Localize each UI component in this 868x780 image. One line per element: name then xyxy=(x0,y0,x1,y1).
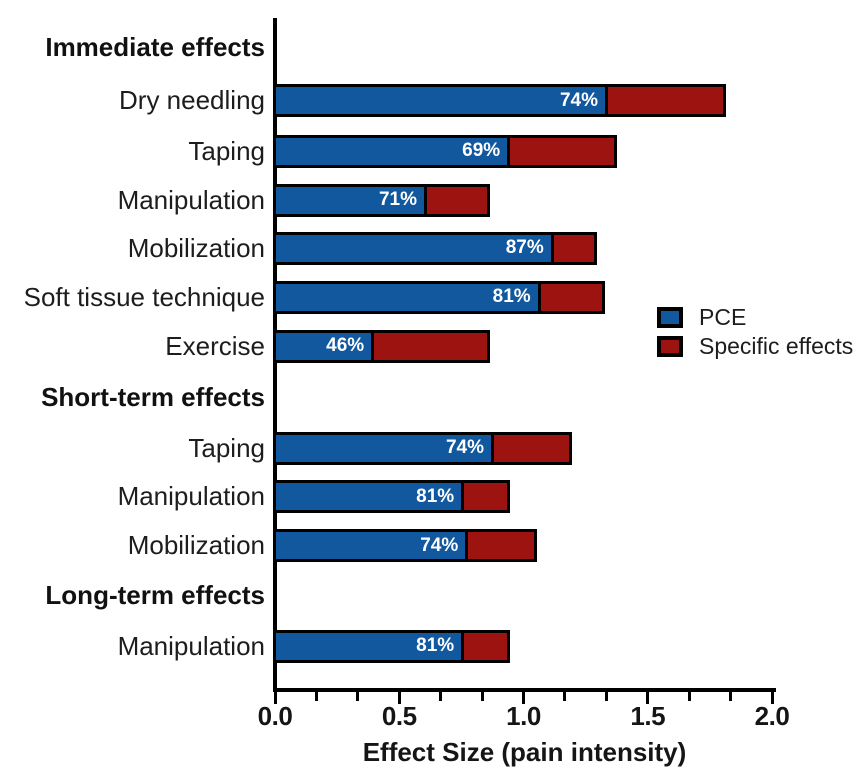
legend-item-specific-effects: Specific effects xyxy=(657,332,853,361)
pce-segment: 81% xyxy=(276,483,462,510)
bar-row: Mobilization 87% xyxy=(0,224,868,272)
category-label: Taping xyxy=(188,135,265,166)
pce-segment: 81% xyxy=(276,632,462,660)
bar-row: Soft tissue technique 81% xyxy=(0,272,868,322)
pce-percent-label: 46% xyxy=(326,335,365,356)
specific-effects-segment xyxy=(605,87,724,114)
bar-row: Taping 69% xyxy=(0,126,868,176)
pce-percent-label: 71% xyxy=(378,189,417,210)
specific-effects-segment xyxy=(371,332,488,360)
pce-percent-label: 81% xyxy=(416,485,455,507)
pce-percent-label: 74% xyxy=(445,437,484,458)
stacked-bar: 74% xyxy=(273,431,573,465)
group-header-label: Long-term effects xyxy=(45,579,265,610)
pce-segment: 74% xyxy=(276,87,605,114)
legend-item-pce: PCE xyxy=(657,303,853,332)
x-axis-minor-tick xyxy=(480,690,484,701)
pce-segment: 74% xyxy=(276,434,491,462)
pce-percent-label: 69% xyxy=(462,140,501,161)
category-label: Taping xyxy=(188,432,265,463)
bar-row: Manipulation 81% xyxy=(0,620,868,672)
stacked-bar: 74% xyxy=(273,84,727,117)
pce-segment: 69% xyxy=(276,137,508,165)
x-axis-minor-tick xyxy=(604,690,608,701)
pce-percent-label: 87% xyxy=(505,237,544,258)
x-axis-major-tick xyxy=(522,690,525,704)
bar-row: Manipulation 81% xyxy=(0,472,868,521)
specific-effects-segment xyxy=(461,483,508,510)
pce-swatch-icon xyxy=(657,307,683,328)
x-axis-major-tick xyxy=(397,690,401,704)
x-axis-minor-tick xyxy=(314,690,318,701)
stacked-bar: 81% xyxy=(273,480,511,513)
pce-segment: 71% xyxy=(276,186,424,214)
bar-row: Dry needling 74% xyxy=(0,75,868,126)
chart-rows: Immediate effects Dry needling 74% Taping 69… xyxy=(0,20,868,672)
x-axis-major-tick xyxy=(273,690,277,704)
group-header-label: Immediate effects xyxy=(45,32,265,63)
pce-percent-label: 74% xyxy=(559,89,598,111)
stacked-bar: 81% xyxy=(273,280,605,314)
pce-segment: 87% xyxy=(276,234,551,262)
bar-row: Manipulation 71% xyxy=(0,176,868,224)
group-header-row: Immediate effects xyxy=(0,20,868,75)
legend-label-specific-effects: Specific effects xyxy=(699,333,854,359)
pce-segment: 46% xyxy=(276,332,372,360)
pce-percent-label: 74% xyxy=(420,534,459,556)
specific-effects-segment xyxy=(537,283,602,311)
stacked-bar: 71% xyxy=(273,183,491,217)
category-label: Exercise xyxy=(165,330,265,361)
stacked-bar: 69% xyxy=(273,134,617,168)
specific-effects-segment xyxy=(461,632,508,660)
bar-row: Mobilization 74% xyxy=(0,521,868,570)
x-axis-minor-tick xyxy=(356,690,360,701)
pce-segment: 81% xyxy=(276,283,538,311)
category-label: Manipulation xyxy=(117,184,265,215)
pce-segment: 74% xyxy=(276,532,466,559)
group-header-row: Short-term effects xyxy=(0,370,868,424)
bar-row: Exercise 46% xyxy=(0,322,868,370)
legend-label-pce: PCE xyxy=(699,304,747,330)
stacked-bar: 87% xyxy=(273,231,598,265)
category-label: Dry needling xyxy=(119,85,265,116)
stacked-bar: 81% xyxy=(273,629,511,663)
specific-effects-swatch-icon xyxy=(657,336,683,357)
stacked-bar: 46% xyxy=(273,329,491,363)
group-header-label: Short-term effects xyxy=(41,381,265,412)
specific-effects-segment xyxy=(490,434,570,462)
x-axis-minor-tick xyxy=(729,690,733,701)
x-axis-title: Effect Size (pain intensity) xyxy=(362,737,687,767)
category-label: Manipulation xyxy=(117,630,265,661)
x-axis-major-tick xyxy=(646,690,650,704)
x-axis-tick-label: 1.0 xyxy=(506,701,541,731)
x-axis-tick-label: 1.5 xyxy=(630,701,666,731)
bar-row: Taping 74% xyxy=(0,424,868,472)
x-axis-minor-tick xyxy=(439,690,443,701)
specific-effects-segment xyxy=(550,234,595,262)
category-label: Manipulation xyxy=(117,481,265,512)
category-label: Soft tissue technique xyxy=(23,281,265,312)
specific-effects-segment xyxy=(507,137,614,165)
stacked-bar: 74% xyxy=(273,529,538,562)
x-axis-tick-label: 0.0 xyxy=(257,701,293,731)
specific-effects-segment xyxy=(423,186,488,214)
specific-effects-segment xyxy=(465,532,535,559)
x-axis-minor-tick xyxy=(687,690,691,701)
x-axis-tick-label: 0.5 xyxy=(381,701,417,731)
pce-percent-label: 81% xyxy=(492,286,531,307)
x-axis-tick-label: 2.0 xyxy=(754,701,790,731)
group-header-row: Long-term effects xyxy=(0,570,868,620)
category-label: Mobilization xyxy=(127,530,265,561)
x-axis-major-tick xyxy=(770,690,774,704)
category-label: Mobilization xyxy=(127,232,265,263)
legend: PCE Specific effects xyxy=(657,303,853,361)
pce-percent-label: 81% xyxy=(416,635,455,656)
x-axis-minor-tick xyxy=(563,690,567,701)
